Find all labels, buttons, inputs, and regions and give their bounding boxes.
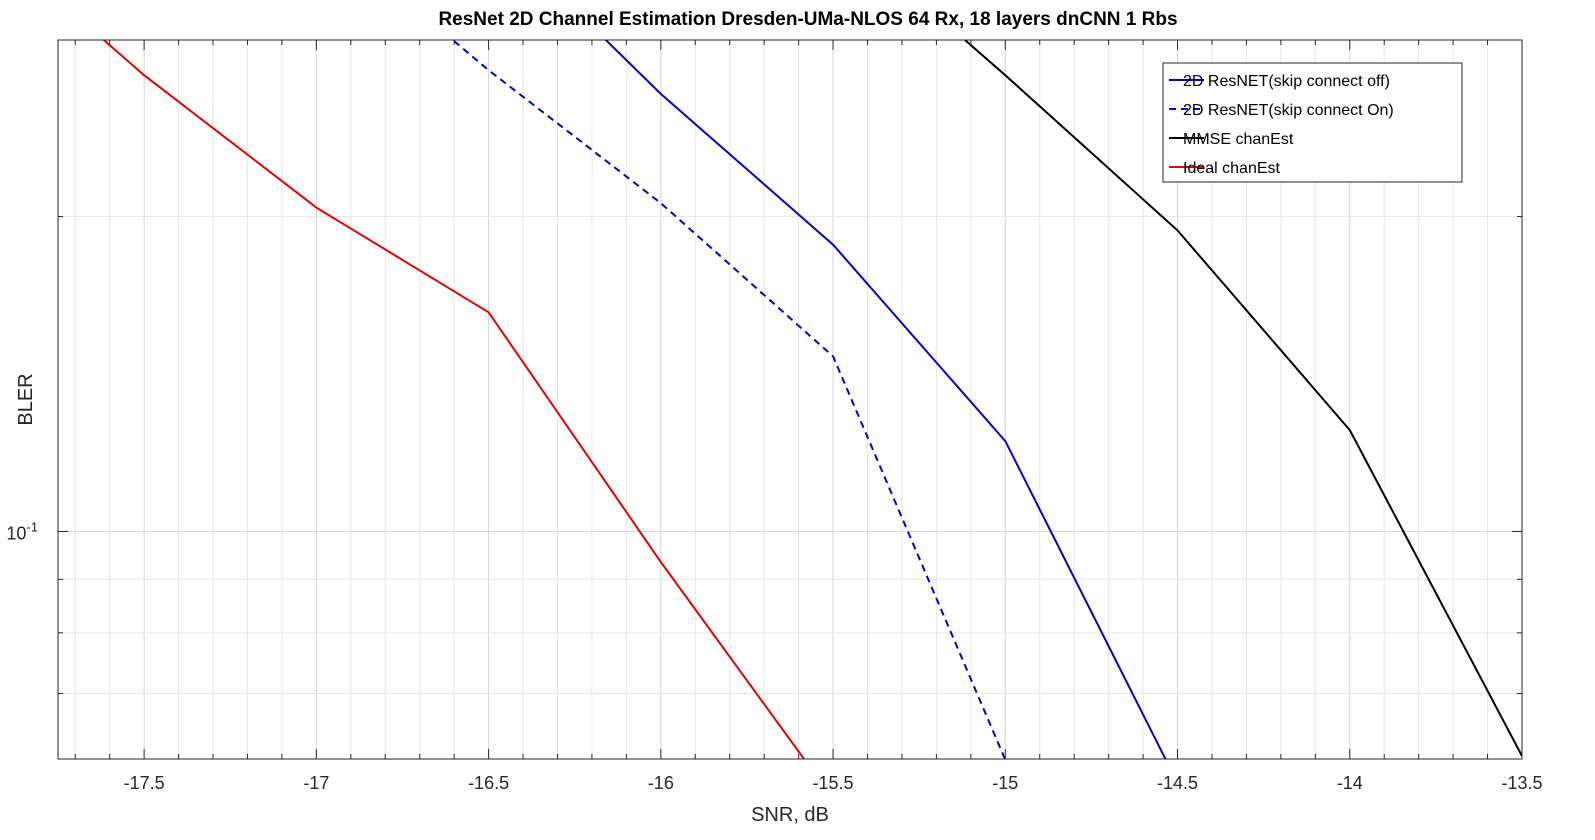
legend-items: 2D ResNET(skip connect off) 2D ResNET(ski… (1169, 73, 1394, 177)
x-tick-label: -16 (648, 773, 674, 793)
x-tick-labels: -17.5 -17 -16.5 -16 -15.5 -15 -14.5 -14 -13.5 (124, 773, 1543, 793)
legend-entry: MMSE chanEst (1169, 131, 1294, 148)
x-axis-label: SNR, dB (751, 804, 829, 826)
legend-label: MMSE chanEst (1183, 131, 1294, 148)
y-tick-label: 10-1 (6, 519, 38, 543)
x-tick-label: -14.5 (1157, 773, 1198, 793)
legend-entry: 2D ResNET(skip connect off) (1169, 73, 1390, 90)
legend: 2D ResNET(skip connect off) 2D ResNET(ski… (1162, 62, 1463, 183)
x-tick-label: -16.5 (468, 773, 509, 793)
x-tick-label: -17.5 (124, 773, 165, 793)
legend-label: 2D ResNET(skip connect off) (1183, 73, 1390, 90)
y-tick-exponent: -1 (26, 519, 38, 534)
grid-lines (58, 40, 1523, 759)
axes-box (57, 39, 1523, 760)
legend-entry: Ideal chanEst (1169, 160, 1281, 177)
legend-label: Ideal chanEst (1183, 160, 1281, 177)
x-tick-label: -15.5 (813, 773, 854, 793)
x-tick-label: -14 (1337, 773, 1363, 793)
x-tick-label: -17 (303, 773, 329, 793)
series-line-2d-resnet-skip-connect-on (451, 40, 1007, 759)
series-line-2d-resnet-skip-connect-off (604, 40, 1167, 759)
legend-box (1162, 62, 1463, 183)
x-tick-label: -13.5 (1501, 773, 1542, 793)
y-axis-label: BLER (15, 373, 37, 425)
y-tick-label-10-1: 10-1 (6, 519, 38, 543)
x-tick-label: -15 (992, 773, 1018, 793)
legend-entry: 2D ResNET(skip connect On) (1169, 102, 1394, 119)
series-lines (102, 40, 1522, 759)
series-line-mmse-chanest (963, 40, 1522, 757)
legend-label: 2D ResNET(skip connect On) (1183, 102, 1394, 119)
y-tick-base: 10 (6, 523, 26, 543)
series-line-ideal-chanest (102, 40, 806, 759)
chart-title: ResNet 2D Channel Estimation Dresden-UMa… (438, 9, 1177, 30)
